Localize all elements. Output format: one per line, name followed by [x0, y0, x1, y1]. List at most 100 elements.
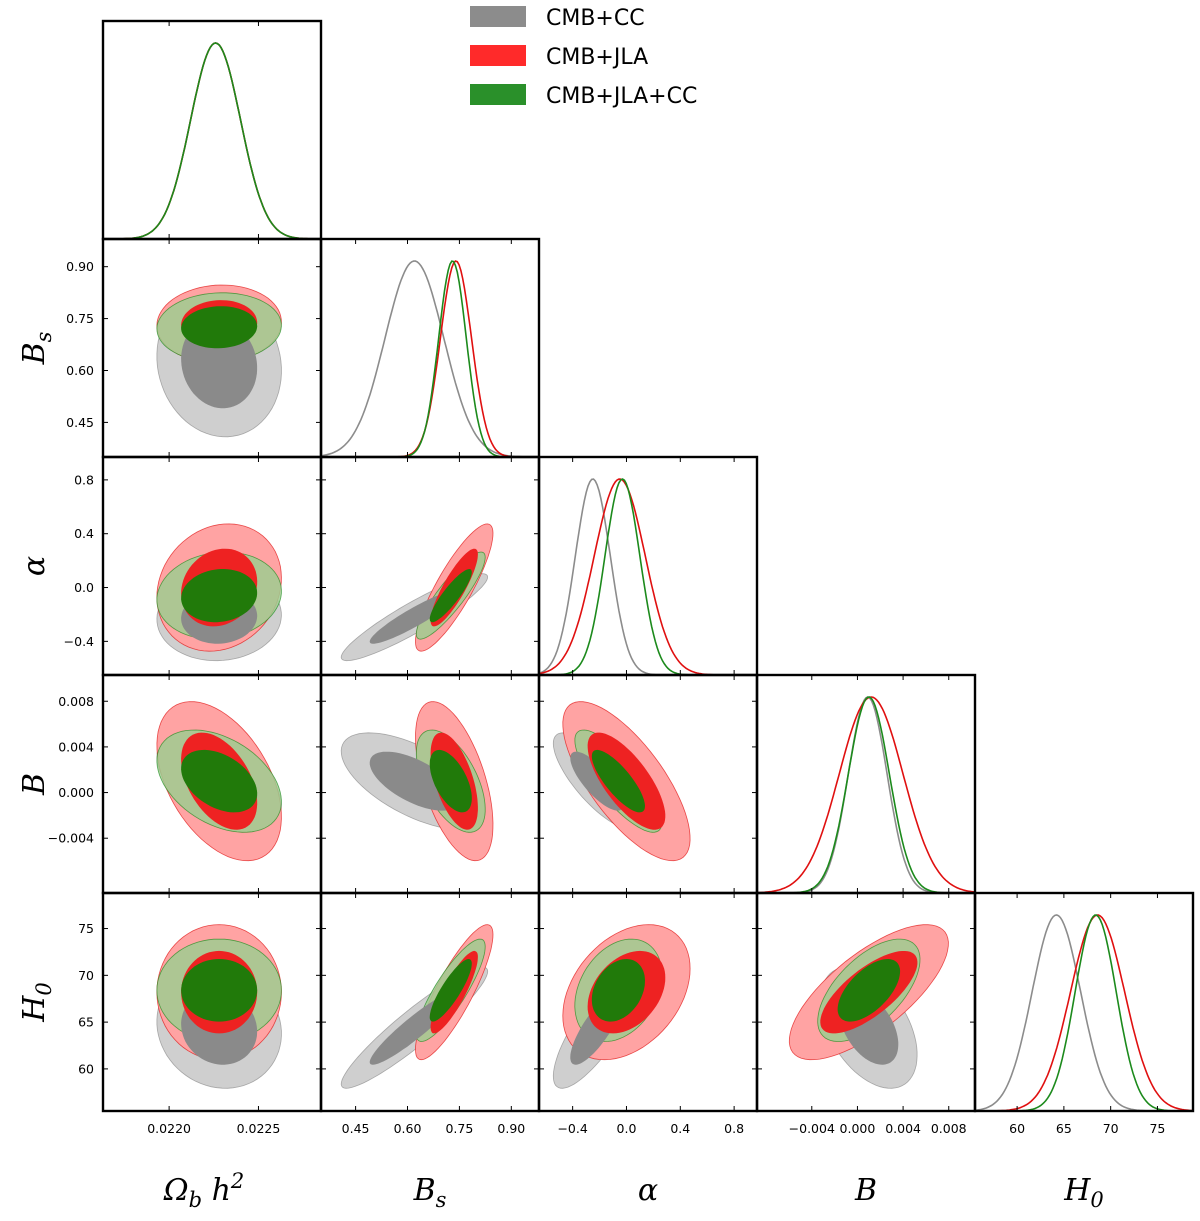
svg-text:Bs: Bs — [413, 1173, 447, 1212]
marginal-h0-2 — [975, 914, 1193, 1111]
panel-b-alpha — [537, 673, 759, 895]
marginal-bs-1 — [321, 260, 539, 457]
ylabel-b: B — [17, 773, 52, 796]
xtick-b: 0.004 — [885, 1121, 921, 1136]
ytick-bs: 0.60 — [66, 363, 94, 378]
ylabel-alpha: α — [17, 556, 52, 576]
marginal-b-0 — [757, 696, 975, 893]
ytick-h0: 70 — [78, 968, 94, 983]
xlabel-alpha: α — [638, 1173, 658, 1208]
legend-swatch — [470, 6, 526, 27]
contour-1sigma-alpha-bs-2 — [429, 569, 472, 623]
ylabel-bs: Bs — [17, 331, 56, 365]
xlabel-b: B — [854, 1173, 877, 1208]
svg-text:B: B — [854, 1173, 877, 1208]
xtick-alpha: −0.4 — [557, 1121, 587, 1136]
marginal-omb-1 — [103, 42, 321, 239]
panel-frame — [319, 237, 541, 459]
xtick-alpha: 0.0 — [617, 1121, 637, 1136]
svg-text:α: α — [17, 556, 52, 576]
ytick-alpha: 0.0 — [74, 580, 94, 595]
ytick-b: 0.000 — [58, 785, 94, 800]
ytick-h0: 75 — [78, 921, 94, 936]
panel-b-b — [755, 673, 977, 895]
marginal-h0-0 — [975, 914, 1193, 1111]
xlabel-omb: Ωb h2 — [163, 1169, 245, 1212]
legend-label: CMB+JLA+CC — [546, 84, 697, 109]
contour-1sigma-h0-alpha-2 — [591, 959, 645, 1022]
svg-text:H0: H0 — [17, 982, 56, 1023]
panel-h0-bs: 0.45 0.60 0.75 0.90 — [319, 891, 541, 1136]
ytick-b: 0.004 — [58, 739, 94, 754]
xlabel-h0: H0 — [1063, 1173, 1104, 1212]
marginal-bs-2 — [321, 260, 539, 457]
contour-1sigma-h0-b-2 — [837, 959, 901, 1022]
ytick-b: 0.008 — [58, 694, 94, 709]
marginal-alpha-0 — [539, 478, 757, 675]
contour-1sigma-bs-omb-2 — [181, 306, 258, 349]
panel-b-bs — [319, 673, 541, 895]
xtick-bs: 0.45 — [342, 1121, 370, 1136]
xtick-bs: 0.90 — [497, 1121, 525, 1136]
legend: CMB+CC CMB+JLA CMB+JLA+CC — [470, 6, 697, 109]
xtick-h0: 60 — [1009, 1121, 1025, 1136]
ytick-alpha: −0.4 — [64, 634, 94, 649]
svg-text:B: B — [17, 773, 52, 796]
legend-label: CMB+CC — [546, 6, 645, 31]
xtick-alpha: 0.4 — [670, 1121, 690, 1136]
ytick-bs: 0.90 — [66, 259, 94, 274]
xtick-omb: 0.0225 — [237, 1121, 281, 1136]
legend-swatch — [470, 45, 526, 66]
contour-1sigma-b-omb-2 — [181, 749, 258, 813]
marginal-bs-0 — [321, 260, 539, 457]
contour-1sigma-b-alpha-2 — [591, 749, 645, 813]
panel-h0-alpha: −0.4 0.0 0.4 0.8 — [537, 891, 759, 1136]
marginal-b-1 — [757, 696, 975, 893]
xtick-b: 0.008 — [931, 1121, 967, 1136]
xtick-h0: 75 — [1149, 1121, 1165, 1136]
ytick-bs: 0.45 — [66, 415, 94, 430]
xtick-b: 0.000 — [840, 1121, 876, 1136]
svg-text:H0: H0 — [1063, 1173, 1104, 1212]
marginal-omb-0 — [103, 42, 321, 239]
ytick-b: −0.004 — [48, 831, 94, 846]
panel-alpha-alpha — [537, 455, 759, 677]
marginal-b-2 — [757, 696, 975, 893]
panel-h0-b: −0.004 0.000 0.004 0.008 — [755, 891, 977, 1136]
xtick-bs: 0.60 — [394, 1121, 422, 1136]
panels: 0.45 0.60 0.75 0.90 −0.4 0.0 0.4 0.8 −0.004 0.000… — [48, 19, 1195, 1136]
marginal-omb-2 — [103, 42, 321, 239]
xtick-h0: 65 — [1056, 1121, 1072, 1136]
panel-frame — [755, 673, 977, 895]
ytick-alpha: 0.8 — [74, 472, 94, 487]
panel-b-omb: −0.004 0.000 0.004 0.008 — [48, 673, 323, 895]
xlabel-bs: Bs — [413, 1173, 447, 1212]
svg-text:Bs: Bs — [17, 331, 56, 365]
axis-labels: Ωb h2 Bs α B H0 Bs α B H0 — [17, 331, 1104, 1212]
xtick-omb: 0.0220 — [147, 1121, 191, 1136]
xtick-h0: 70 — [1103, 1121, 1119, 1136]
marginal-alpha-2 — [539, 478, 757, 675]
panel-frame — [973, 891, 1195, 1113]
ytick-h0: 60 — [78, 1061, 94, 1076]
panel-bs-bs — [319, 237, 541, 459]
panel-bs-omb: 0.45 0.60 0.75 0.90 — [66, 237, 323, 459]
contour-1sigma-h0-omb-2 — [181, 959, 258, 1022]
contour-1sigma-b-bs-0 — [369, 751, 460, 811]
marginal-h0-1 — [975, 914, 1193, 1111]
contour-1sigma-h0-bs-2 — [429, 959, 472, 1022]
panel-alpha-bs — [319, 455, 541, 677]
ylabel-h0: H0 — [17, 982, 56, 1023]
xtick-b: −0.004 — [789, 1121, 835, 1136]
panel-omb-omb — [101, 19, 323, 241]
svg-text:α: α — [638, 1173, 658, 1208]
contour-1sigma-b-bs-2 — [429, 749, 472, 813]
contour-1sigma-alpha-omb-2 — [181, 569, 258, 623]
svg-text:Ωb h2: Ωb h2 — [163, 1169, 245, 1212]
panel-h0-h0: 60 65 70 75 — [973, 891, 1195, 1136]
panel-alpha-omb: −0.4 0.0 0.4 0.8 — [64, 455, 323, 677]
xtick-bs: 0.75 — [445, 1121, 473, 1136]
panel-frame — [101, 19, 323, 241]
legend-swatch — [470, 84, 526, 105]
